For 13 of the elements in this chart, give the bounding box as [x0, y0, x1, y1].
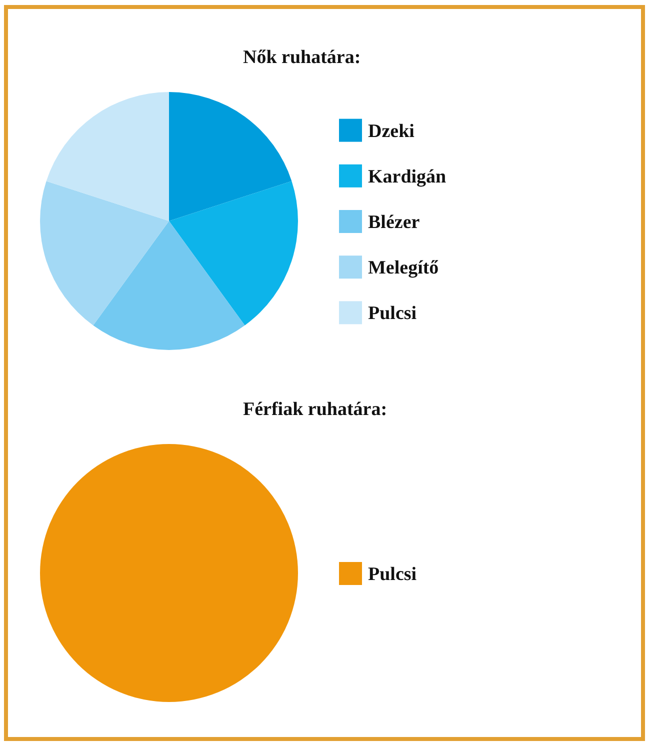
legend-label: Dzeki	[368, 120, 414, 142]
pie-slice	[93, 221, 245, 350]
pie-slice	[169, 92, 292, 221]
legend-label: Pulcsi	[368, 303, 417, 324]
legend-label: Pulcsi	[368, 564, 417, 585]
legend-label: Kardigán	[368, 166, 447, 188]
pie-slice	[40, 181, 169, 326]
legend-label: Melegítő	[368, 258, 439, 279]
chart-title: Férfiak ruhatára:	[243, 399, 388, 420]
chart-title: Nők ruhatára:	[243, 47, 361, 68]
pie-slice	[169, 181, 298, 326]
legend-label: Blézer	[368, 212, 420, 233]
pie-slice	[46, 92, 169, 221]
